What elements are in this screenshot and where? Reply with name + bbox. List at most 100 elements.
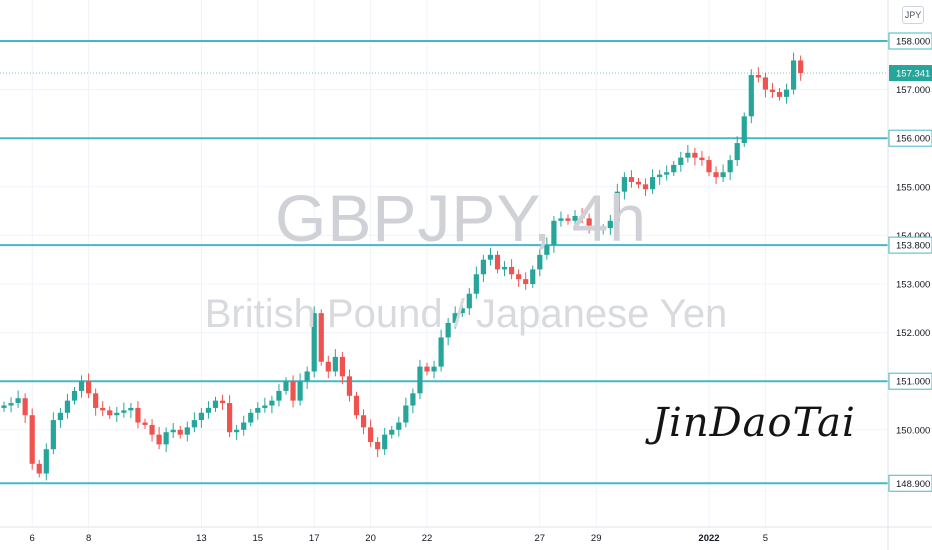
chart-grid	[0, 0, 888, 527]
candle-body	[798, 60, 804, 74]
candle-body	[248, 412, 254, 423]
candle-body	[650, 177, 656, 190]
candle-body	[304, 371, 310, 382]
candle-body	[621, 177, 627, 192]
candle-body	[219, 400, 226, 404]
candle-body	[417, 366, 423, 394]
candle-body	[198, 412, 204, 421]
candles	[1, 52, 804, 481]
time-tick-label: 29	[591, 533, 602, 544]
time-tick-label: 6	[30, 533, 35, 544]
candle-body	[43, 449, 49, 474]
candle-body	[586, 218, 592, 226]
candle-body	[438, 337, 444, 367]
candle-body	[1, 405, 7, 408]
horizontal-levels	[0, 40, 888, 485]
candle-body	[290, 381, 296, 401]
candle-body	[762, 77, 768, 90]
candle-body	[297, 381, 303, 401]
candle-body	[424, 366, 430, 372]
candle-body	[163, 432, 169, 445]
candle-body	[107, 410, 113, 416]
candle-body	[537, 254, 543, 270]
candle-body	[727, 160, 733, 173]
candle-body	[8, 403, 14, 406]
time-tick-label: 27	[535, 533, 546, 544]
candle-body	[509, 266, 515, 275]
candle-body	[86, 381, 92, 394]
price-tick-label: 150.000	[896, 425, 930, 436]
candle-body	[57, 412, 63, 421]
candle-body	[269, 400, 275, 406]
candle-body	[579, 215, 585, 219]
time-tick-label: 17	[309, 533, 320, 544]
candle-body	[191, 420, 197, 428]
candle-body	[720, 172, 726, 178]
chart-title-watermark: GBPJPY, 4h	[274, 181, 647, 255]
candle-body	[544, 245, 550, 255]
candle-body	[78, 381, 85, 391]
candle-body	[473, 274, 479, 294]
candle-body	[699, 157, 705, 161]
candle-body	[29, 415, 35, 464]
candle-body	[593, 225, 599, 231]
level-label: 156.000	[896, 134, 930, 145]
candle-body	[741, 116, 747, 144]
signature-logo: JinDaoTai	[652, 400, 856, 446]
candle-body	[635, 181, 642, 185]
last-price-box	[889, 65, 932, 82]
time-axis: 6 8 13 15 17 20 22 27 29 2022 5	[30, 533, 768, 544]
candle-body	[671, 164, 677, 173]
currency-unit-button[interactable]: JPY	[902, 6, 924, 24]
candle-body	[530, 269, 536, 284]
candle-body	[64, 400, 71, 413]
level-label-box	[888, 474, 932, 492]
candle-body	[36, 463, 42, 474]
candle-body	[318, 313, 324, 362]
level-label: 148.900	[896, 479, 930, 490]
candle-body	[678, 157, 684, 165]
candle-body	[50, 420, 56, 450]
level-label: 151.000	[896, 377, 930, 388]
candle-body	[642, 184, 649, 190]
candle-body	[664, 172, 670, 175]
candle-body	[713, 172, 719, 178]
price-tick-label: 157.000	[896, 85, 930, 96]
candle-body	[332, 356, 338, 372]
candle-body	[114, 412, 120, 416]
candle-body	[755, 75, 761, 78]
chart-subtitle-watermark: British Pound / Japanese Yen	[204, 292, 728, 336]
candle-body	[614, 191, 620, 221]
candle-body	[523, 279, 529, 284]
time-tick-label: 13	[196, 533, 207, 544]
candle-body	[262, 405, 268, 408]
candle-body	[100, 407, 106, 411]
candle-body	[375, 441, 381, 450]
level-label-box	[888, 372, 932, 390]
candle-body	[734, 143, 740, 161]
candle-body	[551, 220, 557, 246]
candle-body	[360, 415, 367, 428]
candle-body	[706, 160, 712, 173]
candle-body	[389, 429, 395, 435]
candle-body	[487, 254, 494, 260]
candle-body	[234, 429, 240, 433]
candle-body	[93, 393, 99, 408]
level-label-box	[888, 32, 932, 50]
candle-body	[205, 407, 212, 413]
candle-body	[135, 407, 141, 423]
candle-body	[339, 356, 345, 377]
candle-body	[368, 427, 374, 442]
candle-body	[177, 429, 183, 435]
time-tick-label: 22	[422, 533, 433, 544]
candle-body	[480, 259, 486, 275]
candle-body	[156, 434, 162, 445]
price-tick-label: 152.000	[896, 328, 930, 339]
level-label-box	[888, 236, 932, 254]
candle-body	[22, 398, 28, 416]
candle-body	[382, 434, 388, 450]
candle-body	[353, 395, 360, 416]
price-tick-label: 155.000	[896, 182, 930, 193]
candle-body	[516, 274, 522, 280]
